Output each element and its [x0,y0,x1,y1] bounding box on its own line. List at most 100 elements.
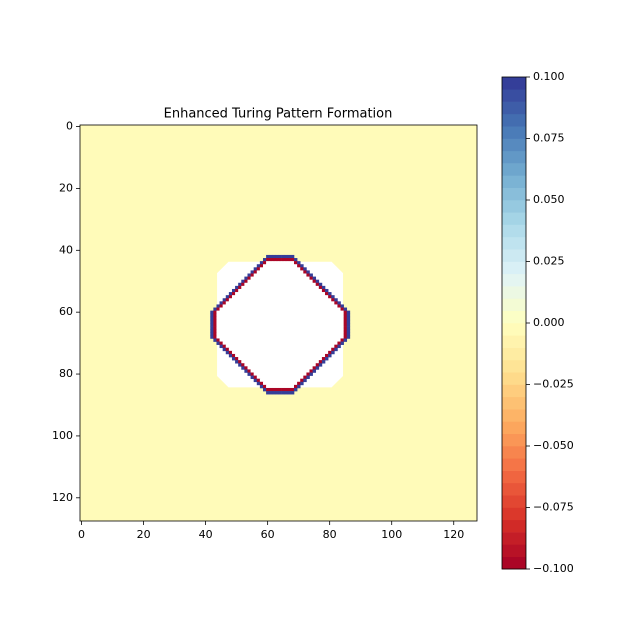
heatmap-cell [337,326,341,330]
heatmap-cell [259,363,264,367]
heatmap-cell [337,323,341,327]
heatmap-cell [318,335,323,339]
heatmap-cell [269,288,273,293]
heatmap-cell [256,353,261,358]
heatmap-cell [331,310,335,315]
heatmap-cell [269,353,273,358]
heatmap-cell [241,350,245,355]
heatmap-cell [253,288,258,293]
heatmap-cell [303,341,307,345]
heatmap-cell [225,319,230,324]
heatmap-cell [262,366,267,370]
heatmap-cell [278,276,282,280]
heatmap-cell [303,288,307,293]
heatmap-cell [266,332,270,336]
heatmap-cell [284,363,289,367]
heatmap-cell [303,375,307,379]
heatmap-cell [238,360,242,364]
heatmap-cell [244,357,248,361]
heatmap-cell [272,254,276,259]
heatmap-cell [309,285,313,290]
heatmap-cell [287,273,292,277]
heatmap-cell [275,285,279,290]
heatmap-cell [290,323,295,327]
heatmap-cell [275,329,279,333]
heatmap-cell [235,285,239,290]
heatmap-cell [247,313,251,318]
heatmap-cell [303,326,307,330]
heatmap-cell [272,282,276,287]
heatmap-cell [253,329,258,333]
heatmap-cell [259,323,264,327]
heatmap-cell [334,298,338,302]
heatmap-cell [331,313,335,318]
heatmap-cell [294,279,298,284]
heatmap-cell [266,335,270,339]
heatmap-cell [241,279,245,284]
heatmap-cell [281,360,286,364]
heatmap-cell [321,344,326,349]
heatmap-cell [290,378,295,383]
heatmap-cell [259,357,264,361]
heatmap-cell [284,285,289,290]
heatmap-cell [294,375,298,379]
heatmap-cell [281,329,286,333]
heatmap-cell [306,298,310,302]
heatmap-cell [241,298,245,302]
heatmap-cell [315,357,320,361]
heatmap-cell [250,366,254,370]
heatmap-cell [269,360,273,364]
heatmap-cell [290,307,295,311]
heatmap-cell [306,350,310,355]
heatmap-cell [269,375,273,379]
heatmap-cell [309,295,313,299]
heatmap-cell [290,279,295,284]
heatmap-cell [306,366,310,370]
heatmap-cell [303,350,307,355]
heatmap-cell [321,310,326,315]
heatmap-cell [287,360,292,364]
heatmap-cell [266,288,270,293]
heatmap-cell [241,323,245,327]
heatmap-cell [266,295,270,299]
heatmap-cell [275,295,279,299]
heatmap-cell [337,316,341,321]
heatmap-cell [287,326,292,330]
heatmap-cell [287,366,292,370]
heatmap-cell [256,285,261,290]
heatmap-cell [312,282,317,287]
heatmap-cell [269,264,273,268]
heatmap-cell [340,307,344,311]
heatmap-cell [281,288,286,293]
heatmap-cell [269,267,273,271]
heatmap-cell [259,307,264,311]
heatmap-cell [275,319,279,324]
heatmap-cell [290,270,295,274]
heatmap-cell [312,319,317,324]
heatmap-cell [266,381,270,386]
heatmap-cell [309,279,313,284]
colorbar-band [502,544,526,557]
heatmap-cell [287,391,292,395]
heatmap-cell [334,304,338,308]
heatmap-cell [312,360,317,364]
heatmap-cell [294,326,298,330]
heatmap-cell [241,335,245,339]
heatmap-cell [241,360,245,364]
heatmap-cell [235,332,239,336]
heatmap-cell [309,316,313,321]
heatmap-cell [225,304,230,308]
heatmap-cell [272,313,276,318]
heatmap-cell [250,350,254,355]
heatmap-cell [278,341,282,345]
heatmap-cell [244,279,248,284]
heatmap-cell [259,267,264,271]
heatmap-cell [297,307,301,311]
heatmap-cell [241,282,245,287]
heatmap-cell [278,282,282,287]
heatmap-cell [241,288,245,293]
heatmap-cell [309,335,313,339]
heatmap-cell [278,391,282,395]
heatmap-cell [337,313,341,318]
heatmap-cell [269,285,273,290]
